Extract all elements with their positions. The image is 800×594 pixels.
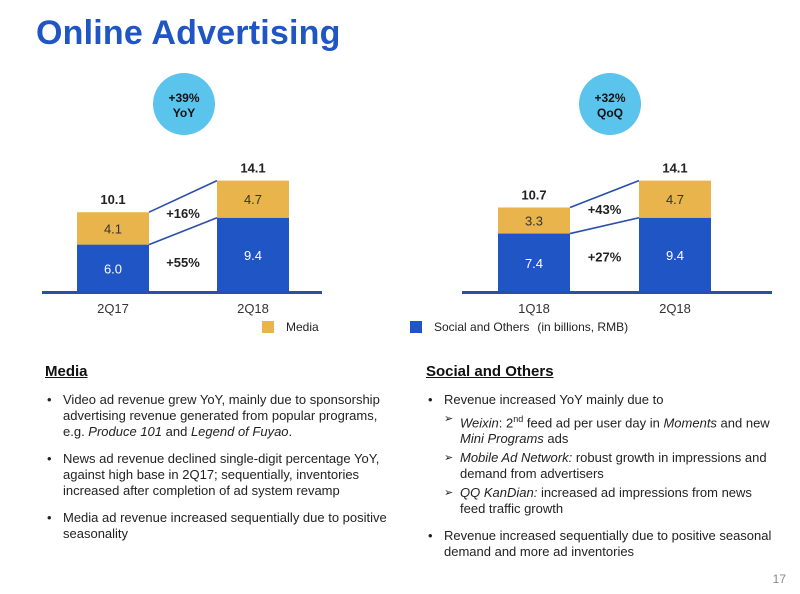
charts-area: 6.0 4.1 10.1 2Q17 9.4 4.7 14.1 2Q18 +16% +55% +39%…	[42, 73, 772, 316]
legend-social-label: Social and Others	[434, 320, 530, 334]
chart1-label-media-2Q17: 4.1	[104, 221, 122, 236]
chart2-label-media-1Q18: 3.3	[525, 214, 543, 229]
chart2-total-2Q18: 14.1	[662, 161, 687, 176]
media-bullet-2: News ad revenue declined single-digit pe…	[45, 451, 395, 499]
chart2-badge-value: +32%	[594, 91, 625, 105]
chart2-connector-mid	[569, 216, 640, 235]
legend-social: Social and Others (in billions, RMB)	[410, 320, 628, 334]
chart2-label-media-2Q18: 4.7	[666, 192, 684, 207]
chart2-connector-top	[569, 179, 640, 209]
media-heading: Media	[45, 363, 88, 380]
chart1-label-social-2Q18: 9.4	[244, 248, 262, 263]
social-sub-weixin: Weixin: 2nd feed ad per user day in Mome…	[444, 411, 778, 447]
chart2-bar-media-2Q18	[639, 180, 711, 218]
chart2-label-social-2Q18: 9.4	[666, 248, 684, 263]
chart1-bar-media-2Q18	[217, 180, 289, 218]
media-bullet-3: Media ad revenue increased sequentially …	[45, 510, 395, 542]
chart1-label-social-2Q17: 6.0	[104, 261, 122, 276]
chart2-bar-media-1Q18	[498, 207, 570, 234]
page-number: 17	[772, 572, 786, 586]
chart2-tick-2Q18: 2Q18	[659, 301, 691, 316]
social-heading: Social and Others	[426, 363, 554, 380]
legend-units: (in billions, RMB)	[537, 320, 629, 334]
chart1-badge-period: YoY	[173, 106, 195, 120]
legend-media-label: Media	[286, 320, 319, 334]
chart2-total-1Q18: 10.7	[521, 187, 546, 202]
chart1-connector-top	[148, 179, 218, 213]
chart1-label-media-2Q18: 4.7	[244, 192, 262, 207]
chart1-total-2Q17: 10.1	[100, 192, 125, 207]
chart1-growth-social: +55%	[166, 255, 200, 270]
chart2-bar-social-1Q18	[498, 233, 570, 292]
chart1-badge-value: +39%	[168, 91, 199, 105]
chart1-bar-media-2Q17	[77, 212, 149, 245]
chart2-bar-social-2Q18	[639, 217, 711, 292]
social-bullet-2: Revenue increased sequentially due to po…	[426, 528, 778, 560]
chart1-growth-media: +16%	[166, 206, 200, 221]
chart2-growth-social: +27%	[588, 250, 622, 265]
chart1-connector-mid	[148, 216, 218, 246]
chart1-badge	[153, 73, 215, 135]
chart1-tick-2Q18: 2Q18	[237, 301, 269, 316]
social-bullet-1: Revenue increased YoY mainly due to Weix…	[426, 392, 778, 517]
legend-media-swatch	[262, 321, 274, 333]
social-section: Social and Others Revenue increased YoY …	[426, 364, 778, 571]
social-sub-kandian: QQ KanDian: increased ad impressions fro…	[444, 485, 778, 517]
media-section: Media Video ad revenue grew YoY, mainly …	[45, 364, 395, 553]
chart1-tick-2Q17: 2Q17	[97, 301, 129, 316]
chart2-badge	[579, 73, 641, 135]
chart2-tick-1Q18: 1Q18	[518, 301, 550, 316]
media-bullet-1: Video ad revenue grew YoY, mainly due to…	[45, 392, 395, 440]
legend-social-swatch	[410, 321, 422, 333]
chart1-bar-social-2Q17	[77, 244, 149, 292]
chart2-label-social-1Q18: 7.4	[525, 256, 543, 271]
legend-media: Media	[262, 320, 319, 334]
social-sub-mobile-ad: Mobile Ad Network: robust growth in impr…	[444, 450, 778, 482]
slide-title: Online Advertising	[36, 14, 341, 52]
chart2-growth-media: +43%	[588, 202, 622, 217]
chart1-total-2Q18: 14.1	[240, 161, 265, 176]
chart1-bar-social-2Q18	[217, 217, 289, 292]
chart2-badge-period: QoQ	[597, 106, 623, 120]
